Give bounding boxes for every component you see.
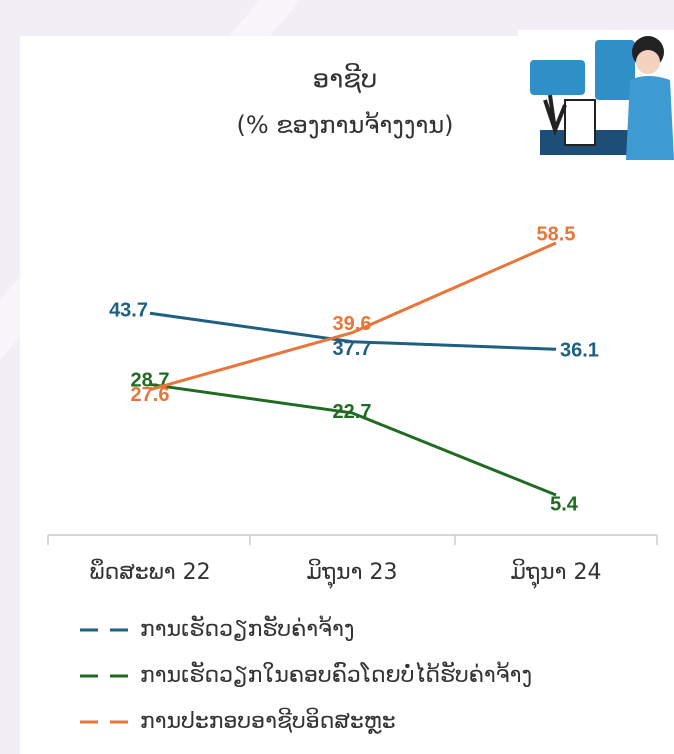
data-label: 39.6: [333, 313, 372, 335]
chart-title: ອາຊີບ: [313, 63, 378, 94]
data-label: 43.7: [109, 300, 148, 322]
data-label: 36.1: [560, 340, 599, 362]
chart-subtitle: (% ຂອງການຈ້າງງານ): [236, 111, 453, 139]
series-line: [149, 382, 557, 497]
illustration: [518, 30, 674, 180]
data-label: 5.4: [550, 493, 579, 515]
legend-label: ການເຮັດວຽກຮັບຄ່າຈ້າງ: [140, 616, 354, 642]
legend-label: ການເຮັດວຽກໃນຄອບຄົວໂດຍບໍ່ໄດ້ຮັບຄ່າຈ້າງ: [140, 662, 532, 688]
x-tick-label: ພຶດສະພາ 22: [89, 559, 210, 585]
series-line: [149, 241, 557, 392]
x-tick-label: ມິຖຸນາ 24: [511, 559, 602, 589]
data-label: 27.6: [131, 384, 170, 406]
data-label: 22.7: [333, 401, 372, 423]
series-line: [149, 311, 557, 351]
legend-label: ການປະກອບອາຊີບອິດສະຫຼະ: [140, 708, 396, 735]
data-label: 37.7: [333, 338, 372, 360]
x-tick-label: ມິຖຸນາ 23: [307, 559, 398, 589]
data-label: 58.5: [537, 223, 576, 245]
